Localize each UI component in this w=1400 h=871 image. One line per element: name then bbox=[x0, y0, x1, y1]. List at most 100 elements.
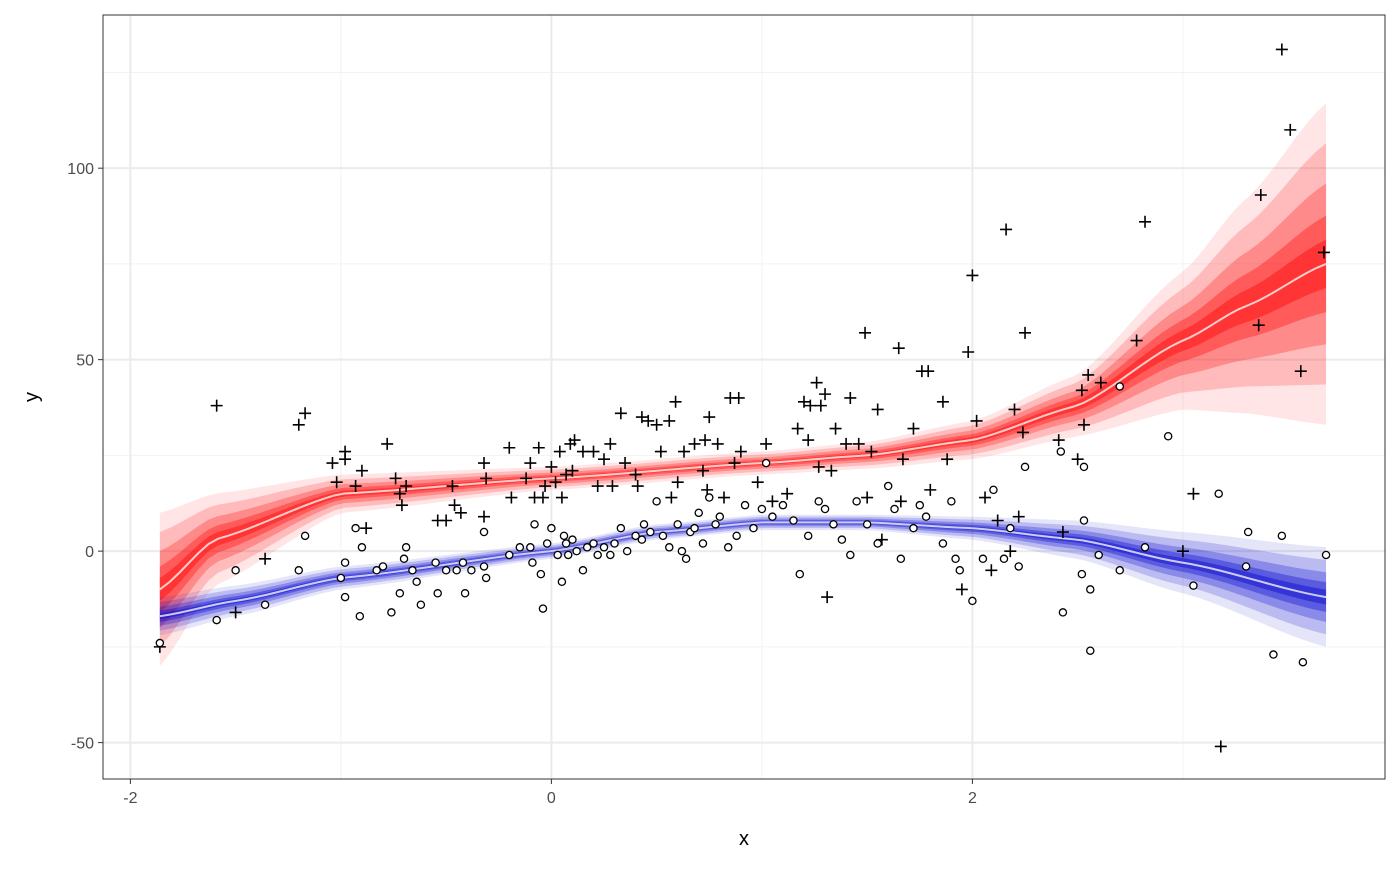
cross-point bbox=[699, 434, 712, 447]
circle-point bbox=[1277, 531, 1287, 541]
circle-point bbox=[458, 558, 468, 567]
circle-point bbox=[399, 554, 409, 564]
circle-point bbox=[1020, 462, 1030, 472]
circle-point bbox=[740, 500, 750, 510]
cross-point bbox=[349, 480, 362, 493]
cross-point bbox=[654, 445, 667, 458]
cross-point bbox=[1275, 43, 1288, 56]
circle-point bbox=[862, 520, 872, 529]
circle-point bbox=[795, 569, 805, 579]
cross-point bbox=[663, 414, 676, 427]
cross-point bbox=[844, 391, 857, 404]
uncertainty-bands bbox=[159, 103, 1327, 667]
cross-point bbox=[524, 457, 537, 470]
circle-point bbox=[1241, 562, 1251, 571]
circle-point bbox=[705, 493, 714, 502]
cross-point bbox=[962, 346, 975, 359]
circle-point bbox=[789, 516, 798, 525]
cross-point bbox=[1254, 188, 1267, 201]
cross-point bbox=[560, 468, 573, 481]
circle-point bbox=[408, 566, 417, 575]
cross-point bbox=[871, 403, 884, 416]
plot-panel-background bbox=[103, 15, 1385, 779]
circle-point bbox=[395, 589, 405, 598]
circle-point bbox=[563, 550, 573, 560]
cross-point bbox=[389, 472, 402, 485]
circle-point bbox=[155, 638, 165, 648]
y-tick-label: 0 bbox=[85, 544, 94, 561]
cross-point bbox=[259, 552, 272, 565]
circle-point bbox=[921, 512, 931, 521]
cross-point bbox=[642, 414, 655, 427]
cross-point bbox=[1139, 215, 1152, 228]
circle-point bbox=[616, 523, 626, 533]
cross-point bbox=[1052, 434, 1065, 447]
cross-point bbox=[549, 476, 562, 489]
circle-point bbox=[452, 566, 461, 575]
cross-point bbox=[1130, 334, 1143, 347]
circle-point bbox=[610, 539, 619, 548]
cross-point bbox=[1082, 368, 1095, 381]
cross-point bbox=[1294, 365, 1307, 378]
circle-point bbox=[467, 566, 476, 575]
cross-point bbox=[629, 468, 642, 481]
cross-point bbox=[840, 437, 853, 450]
circle-point bbox=[1115, 566, 1125, 575]
circle-point bbox=[1243, 527, 1253, 537]
circle-point bbox=[955, 566, 965, 575]
cross-point bbox=[1284, 123, 1297, 136]
circle-point bbox=[646, 527, 655, 537]
circle-point bbox=[909, 523, 918, 533]
cross-point bbox=[446, 480, 459, 493]
cross-point bbox=[896, 453, 909, 466]
cross-point bbox=[802, 434, 815, 447]
cross-fit-band bbox=[159, 103, 1327, 667]
circle-point bbox=[1058, 608, 1068, 617]
circle-point bbox=[1115, 382, 1125, 391]
circle-point bbox=[951, 554, 960, 564]
cross-point bbox=[566, 464, 579, 477]
circle-point bbox=[837, 535, 847, 544]
circle-point bbox=[1079, 516, 1089, 525]
circle-point bbox=[694, 508, 703, 518]
cross-point bbox=[766, 495, 779, 508]
cross-point bbox=[678, 445, 691, 458]
cross-point bbox=[339, 453, 352, 466]
cross-point bbox=[797, 395, 810, 408]
circle-point bbox=[412, 577, 421, 587]
cross-point bbox=[440, 514, 453, 527]
circle-point bbox=[723, 543, 733, 552]
cross-point bbox=[454, 506, 467, 519]
cross-point bbox=[1004, 545, 1017, 558]
cross-point bbox=[1187, 487, 1200, 500]
cross-point bbox=[814, 399, 827, 412]
cross-point bbox=[966, 269, 979, 282]
cross-point bbox=[478, 510, 491, 523]
circle-point bbox=[441, 566, 451, 575]
circle-point bbox=[803, 531, 813, 541]
cross-point bbox=[326, 457, 339, 470]
cross-point bbox=[606, 480, 619, 493]
cross-point bbox=[671, 476, 684, 489]
cross-point bbox=[614, 407, 627, 420]
cross-point bbox=[229, 606, 242, 619]
cross-point bbox=[1012, 510, 1025, 523]
circle-point bbox=[814, 497, 823, 506]
cross-point bbox=[393, 487, 406, 500]
circle-point bbox=[1163, 432, 1173, 441]
circle-point bbox=[561, 539, 571, 548]
cross-point bbox=[734, 445, 747, 458]
circle-point bbox=[542, 539, 552, 548]
circle-point bbox=[1094, 550, 1103, 560]
circle-point bbox=[340, 592, 350, 602]
circle-point bbox=[433, 589, 442, 598]
y-axis-label: y bbox=[21, 392, 43, 402]
cross-fit-band bbox=[159, 143, 1327, 647]
cross-point bbox=[907, 422, 920, 435]
cross-point bbox=[696, 464, 709, 477]
circle-fit-band bbox=[159, 514, 1327, 647]
cross-point bbox=[355, 464, 368, 477]
circle-point bbox=[658, 531, 668, 541]
circle-point bbox=[978, 554, 988, 564]
circle-point bbox=[852, 497, 861, 506]
